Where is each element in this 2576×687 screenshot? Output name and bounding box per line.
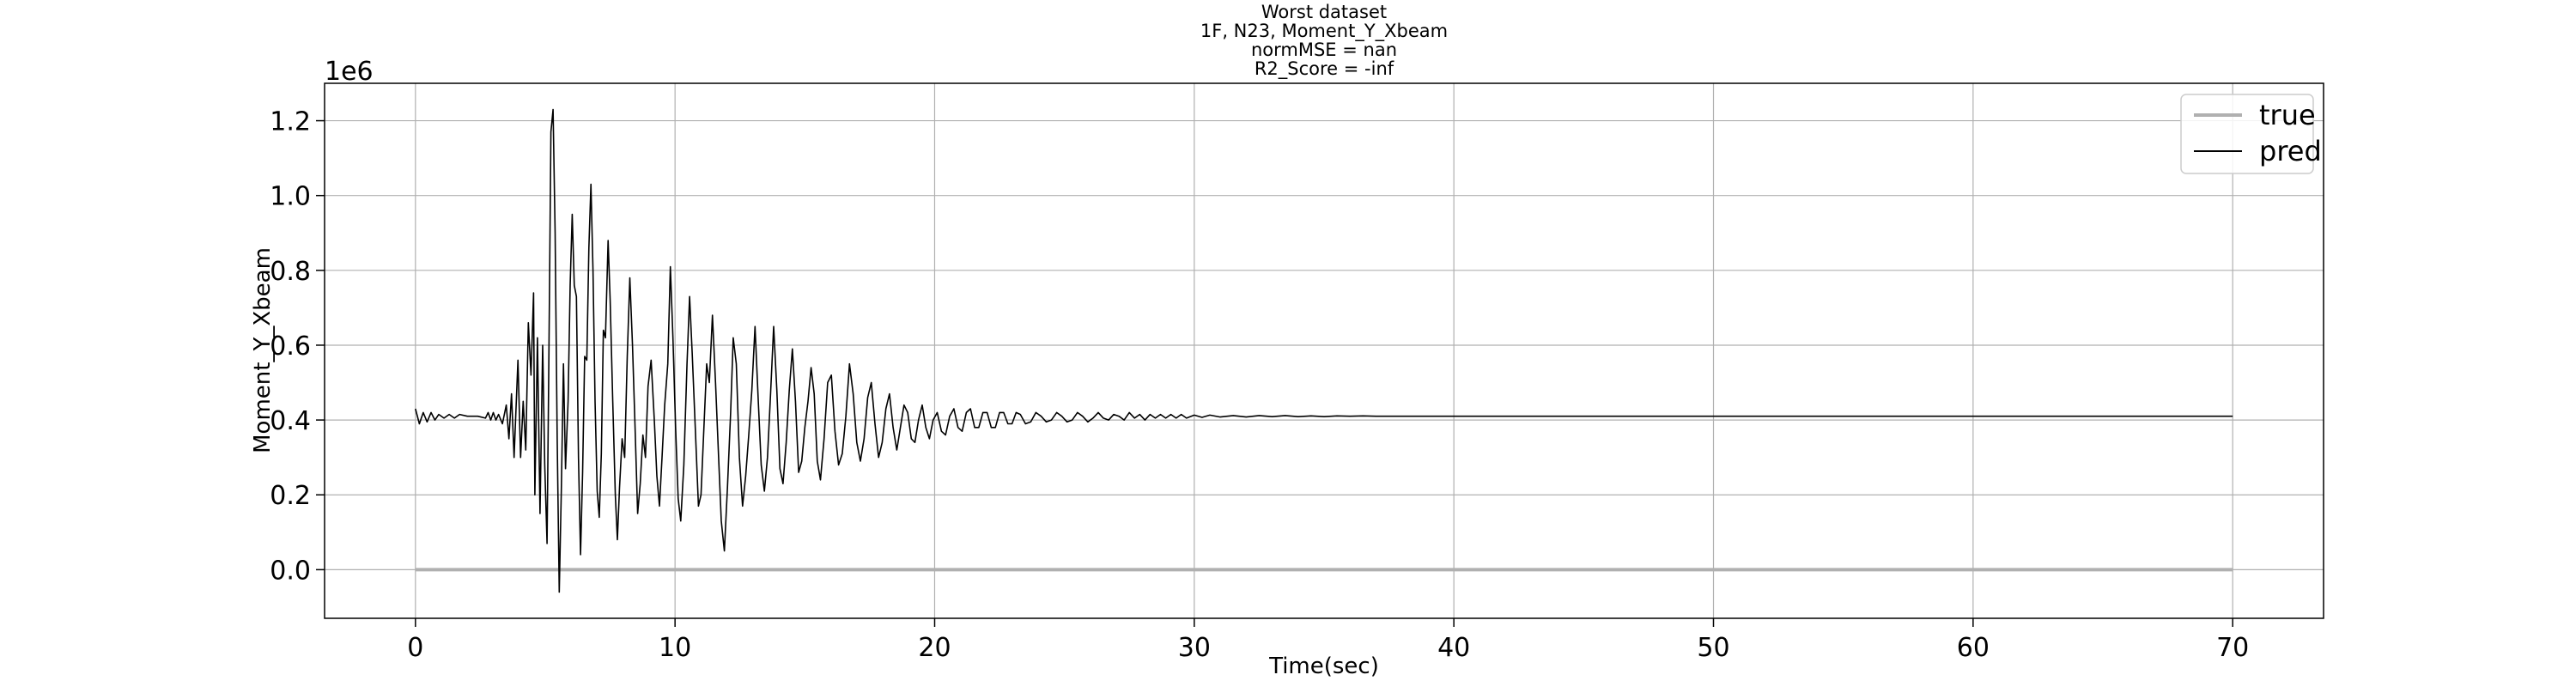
plot-frame [324, 82, 2324, 619]
x-tick-label: 70 [2216, 633, 2249, 663]
x-tick-label: 0 [407, 633, 423, 663]
plot-series [415, 108, 2233, 593]
title-line-1: Worst dataset [1261, 2, 1387, 22]
y-tick-label: 1.0 [270, 182, 311, 212]
x-tick-label: 60 [1957, 633, 1990, 663]
title-line-2: 1F, N23, Moment_Y_Xbeam [1200, 21, 1448, 42]
legend: true pred [2180, 94, 2322, 174]
title-line-3: normMSE = nan [1251, 40, 1397, 60]
x-tick-label: 30 [1178, 633, 1211, 663]
chart-title: Worst dataset 1F, N23, Moment_Y_Xbeam no… [1200, 2, 1448, 80]
x-axis-label: Time(sec) [1268, 654, 1379, 679]
legend-label-pred: pred [2259, 135, 2322, 167]
title-line-4: R2_Score = -inf [1255, 58, 1394, 80]
legend-label-true: true [2259, 99, 2316, 131]
y-tick-label: 0.6 [270, 331, 311, 362]
x-tick-label: 20 [918, 633, 951, 663]
y-axis-label: Moment_Y_Xbeam [250, 247, 276, 453]
y-offset-text: 1e6 [325, 57, 374, 87]
y-tick-label: 1.2 [270, 107, 311, 137]
x-tick-label: 10 [659, 633, 691, 663]
y-tick-label: 0.8 [270, 257, 311, 287]
x-tick-label: 50 [1697, 633, 1729, 663]
y-tick-label: 0.0 [270, 556, 311, 586]
series-line-pred [415, 108, 2233, 593]
x-tick-label: 40 [1437, 633, 1470, 663]
y-tick-label: 0.2 [270, 481, 311, 511]
axis-ticks: 0 10 20 30 40 50 60 70 0.0 0.2 0.4 0.6 0.8 1.0 1.2 [270, 107, 2249, 663]
y-tick-label: 0.4 [270, 406, 311, 436]
